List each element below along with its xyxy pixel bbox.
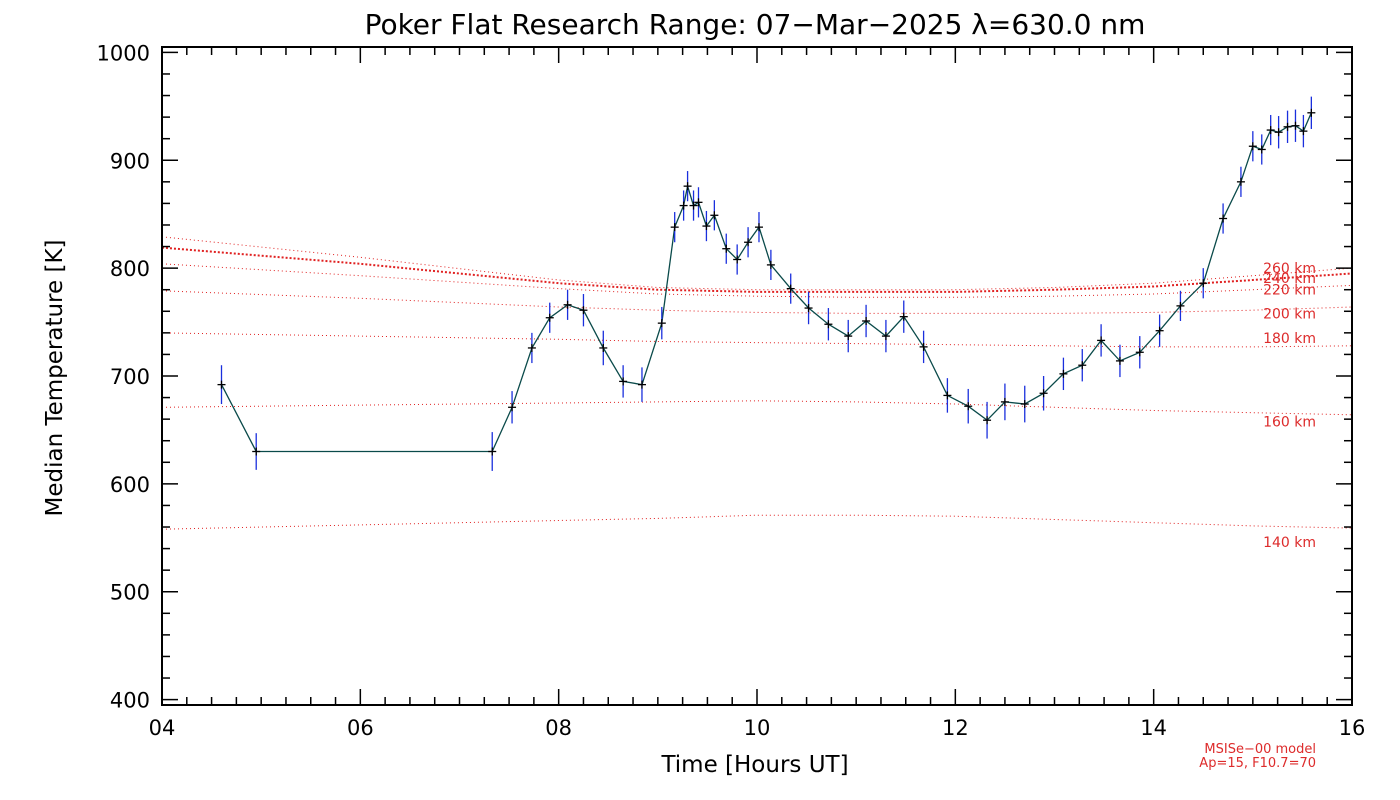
y-axis-label: Median Temperature [K]: [42, 240, 68, 517]
model-curve-240km: [161, 246, 1353, 293]
model-params-note: Ap=15, F10.7=70: [1199, 756, 1316, 771]
y-tick-label: 700: [110, 365, 150, 389]
x-tick-label: 16: [1339, 716, 1366, 740]
model-curve-200km: [161, 290, 1353, 314]
model-note: MSISe−00 model: [1204, 742, 1316, 757]
y-tick-label: 900: [110, 149, 150, 173]
y-tick-label: 400: [110, 689, 150, 713]
model-curve-label: 240 km: [1263, 271, 1316, 287]
model-curve-260km: [161, 236, 1353, 291]
model-curve-label: 200 km: [1263, 306, 1316, 322]
model-curve-label: 140 km: [1263, 535, 1316, 551]
x-tick-label: 10: [744, 716, 771, 740]
y-tick-label: 500: [110, 581, 150, 605]
model-curve-label: 180 km: [1263, 331, 1316, 347]
y-tick-label: 800: [110, 257, 150, 281]
plot-frame: [161, 46, 1353, 706]
model-curve-160km: [161, 400, 1353, 416]
data-series: [217, 96, 1316, 471]
model-curve-label: 160 km: [1263, 414, 1316, 430]
model-curve-label: 220 km: [1263, 283, 1316, 299]
x-tick-label: 14: [1140, 716, 1167, 740]
x-tick-label: 04: [149, 716, 176, 740]
y-tick-label: 600: [110, 473, 150, 497]
model-curve-140km: [161, 514, 1353, 530]
model-curve-180km: [161, 332, 1353, 348]
y-tick-label: 1000: [97, 41, 150, 65]
x-tick-label: 08: [545, 716, 572, 740]
x-tick-label: 06: [347, 716, 374, 740]
x-tick-label: 12: [942, 716, 969, 740]
x-axis-label: Time [Hours UT]: [660, 752, 848, 778]
tick-labels: 04 06 08 10 12 14 16 400 500 600 700 800 900 1000: [97, 41, 1366, 740]
chart-title: Poker Flat Research Range: 07−Mar−2025 λ…: [365, 8, 1146, 41]
plot-axes: [161, 46, 1353, 706]
model-curve-label: 260 km: [1263, 261, 1316, 277]
